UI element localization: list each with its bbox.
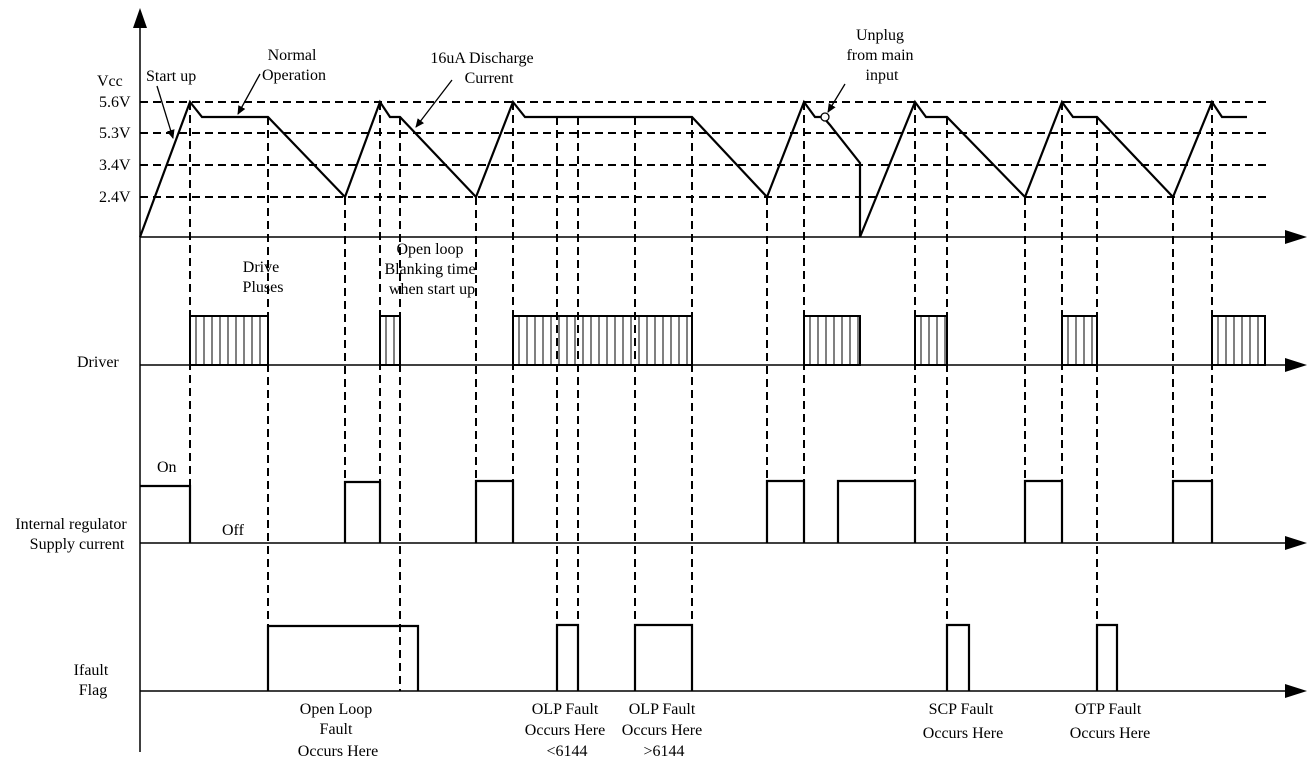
drive-pulse-hatching	[195, 316, 1259, 365]
ifault-pulse	[633, 623, 694, 691]
regulator-label: Internal regulator Supply current	[15, 516, 131, 553]
drive-pulse-block	[803, 315, 861, 366]
ifault-label-line2: Flag	[79, 682, 107, 699]
ifault-pulse	[266, 624, 420, 691]
annotation-pointers	[156, 73, 846, 139]
event-marker-lines	[189, 102, 1213, 691]
level-label-3-4v: 3.4V	[99, 157, 131, 174]
drive-pulse-block	[189, 315, 269, 366]
unplug-label: Unplug from main input	[846, 27, 917, 84]
driver-label: Driver	[77, 354, 119, 371]
drive-pulse-block	[379, 315, 401, 366]
regulator-label-line2: Supply current	[30, 536, 125, 553]
blanking-time-label: Open loop Blanking time when start up	[384, 241, 479, 298]
drive-pulse-block	[1061, 315, 1098, 366]
scp-fault-label: SCP Fault Occurs Here	[923, 701, 1003, 742]
ifault-pulse	[1095, 623, 1119, 691]
regulator-label-line1: Internal regulator	[15, 516, 127, 533]
vertical-axis-arrow-icon	[133, 8, 147, 28]
on-label: On	[157, 459, 177, 476]
unplug-point-icon	[820, 112, 830, 122]
otp-fault-label: OTP Fault Occurs Here	[1070, 701, 1150, 742]
level-label-5-3v: 5.3V	[99, 125, 131, 142]
regulator-pulse	[765, 479, 806, 543]
voltage-reference-lines	[140, 101, 1268, 198]
ifault-pulse	[945, 623, 971, 691]
ifault-label-line1: Ifault	[74, 662, 109, 679]
ifault-label: Ifault Flag	[74, 662, 113, 699]
drive-pulse-block	[1211, 315, 1266, 366]
vcc-axis-title: Vcc	[97, 73, 123, 90]
regulator-waveform	[140, 484, 192, 543]
regulator-pulse	[343, 480, 382, 543]
discharge-current-label: 16uA Discharge Current	[430, 50, 537, 87]
level-label-5-6v: 5.6V	[99, 94, 131, 111]
regulator-pulse	[474, 479, 515, 543]
regulator-pulse	[836, 479, 917, 543]
normal-operation-label: Normal Operation	[262, 47, 326, 84]
open-loop-fault-label: Open Loop Fault Occurs Here	[298, 701, 378, 760]
time-axes	[140, 230, 1307, 698]
level-label-2-4v: 2.4V	[99, 189, 131, 206]
regulator-pulse	[1171, 479, 1214, 543]
olp-fault-gt-label: OLP Fault Occurs Here >6144	[622, 701, 706, 760]
driver-waveform	[189, 315, 1266, 366]
drive-pulse-block	[512, 315, 693, 366]
olp-fault-lt-label: OLP Fault Occurs Here <6144	[525, 701, 609, 760]
regulator-pulse	[1023, 479, 1064, 543]
drive-pulse-block	[914, 315, 948, 366]
drive-pluses-label: Drive Pluses	[243, 259, 284, 296]
start-up-label: Start up	[146, 68, 196, 85]
vcc-waveform	[138, 99, 1247, 238]
ifault-pulse	[555, 623, 580, 691]
off-label: Off	[222, 522, 245, 539]
